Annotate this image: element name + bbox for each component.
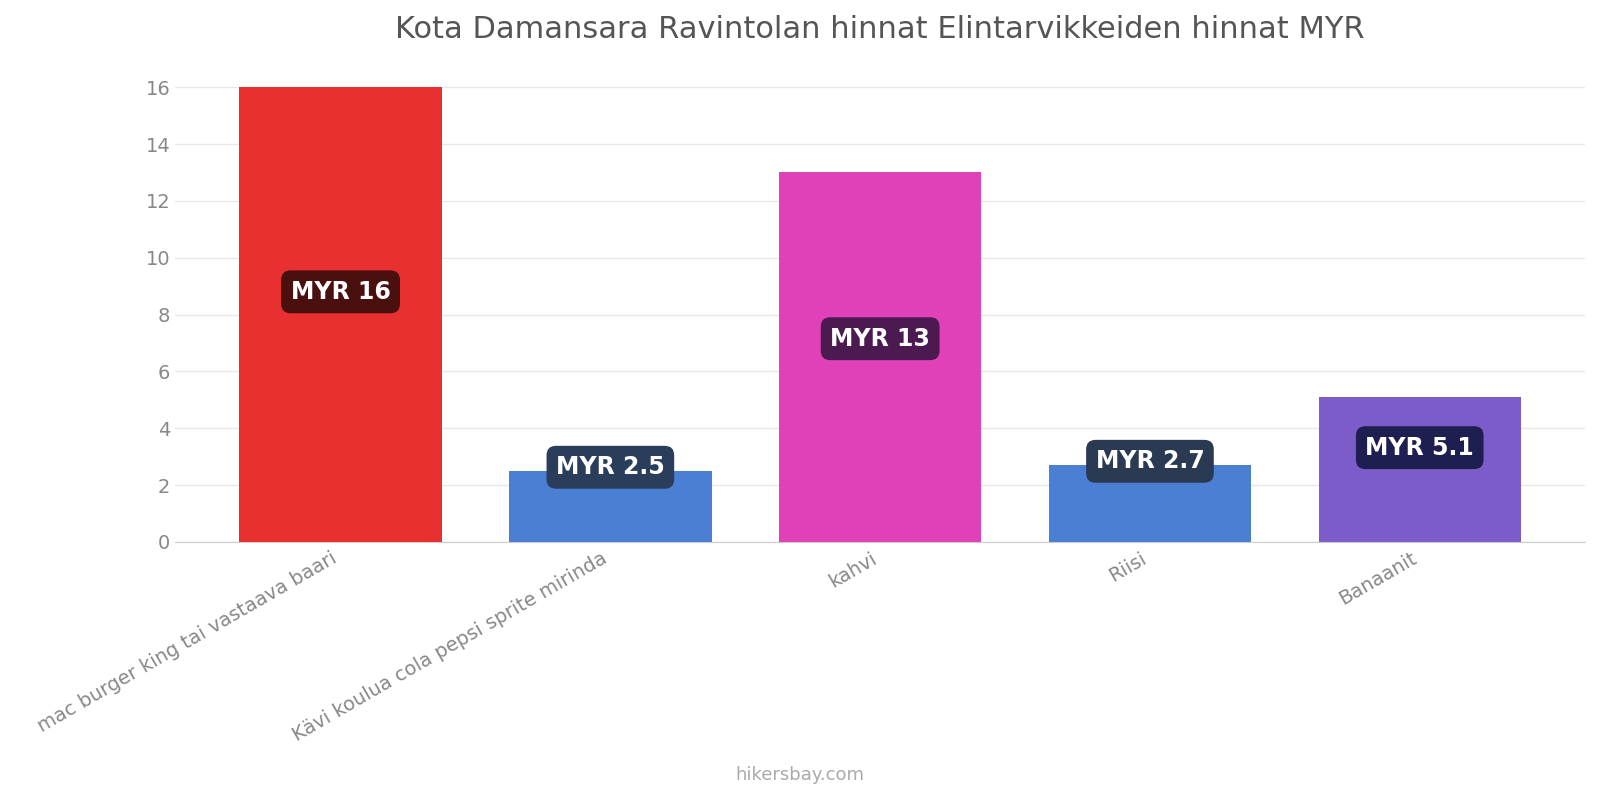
Bar [1318, 397, 1522, 542]
Title: Kota Damansara Ravintolan hinnat Elintarvikkeiden hinnat MYR: Kota Damansara Ravintolan hinnat Elintar… [395, 15, 1365, 44]
Text: MYR 2.7: MYR 2.7 [1096, 450, 1205, 474]
Text: MYR 16: MYR 16 [291, 280, 390, 304]
Text: MYR 13: MYR 13 [830, 326, 930, 350]
Bar [509, 471, 712, 542]
Text: MYR 5.1: MYR 5.1 [1365, 436, 1474, 460]
Text: hikersbay.com: hikersbay.com [736, 766, 864, 784]
Bar [1048, 465, 1251, 542]
Bar [779, 173, 981, 542]
Bar [240, 87, 442, 542]
Text: MYR 2.5: MYR 2.5 [555, 455, 664, 479]
